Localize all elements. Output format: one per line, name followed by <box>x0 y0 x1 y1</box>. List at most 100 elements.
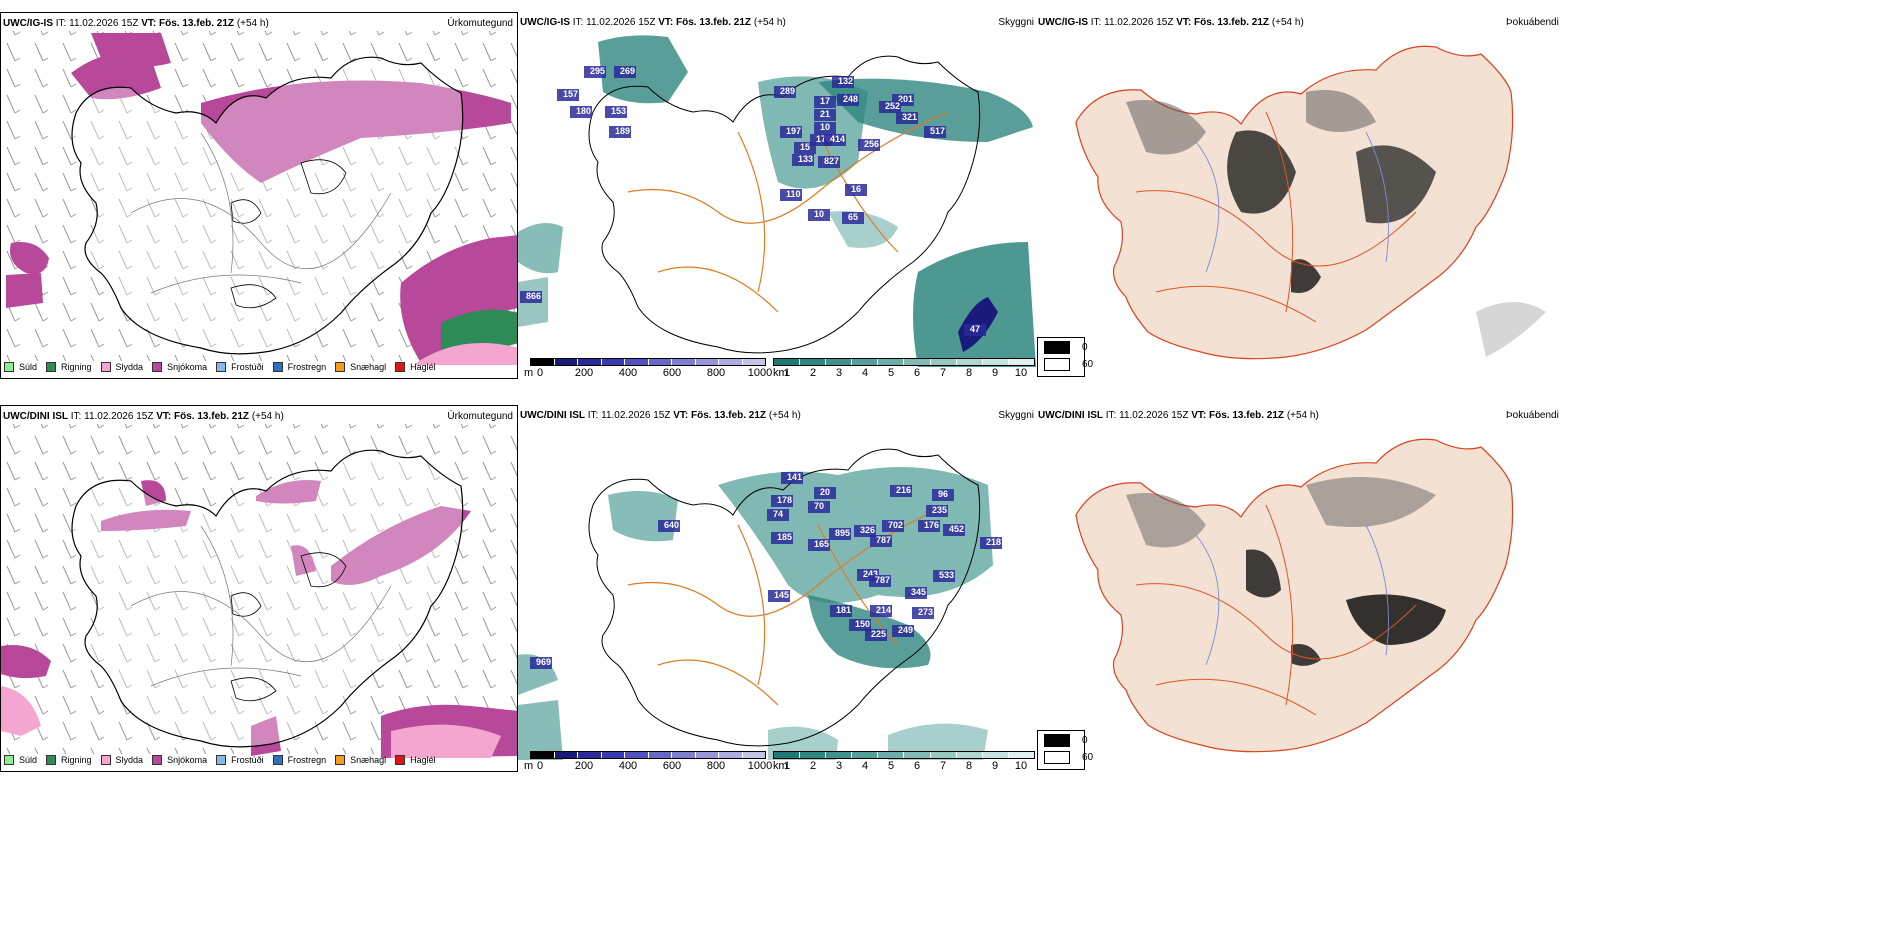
cloud-base-patch <box>912 607 934 619</box>
cloud-base-label: 70 <box>814 501 824 511</box>
cloud-base-patch <box>892 625 914 637</box>
colorbar-cell <box>719 359 743 365</box>
colorbar-cell <box>695 752 719 758</box>
cloud-base-label: 225 <box>871 629 886 639</box>
precip-type-panel-bottom: UWC/DINI ISL IT: 11.02.2026 15Z VT: Fös.… <box>0 405 518 772</box>
colorbar-cell <box>578 752 602 758</box>
colorbar-cell <box>982 752 1009 758</box>
colorbar-ramp <box>530 358 766 366</box>
snow-area <box>141 480 166 506</box>
legend-swatch <box>4 754 14 765</box>
legend-swatch <box>335 361 346 372</box>
cloud-base-label: 17 <box>820 96 830 106</box>
colorbar-cell <box>554 359 578 365</box>
iceland-land <box>1075 45 1514 360</box>
colorbar-cell <box>531 359 555 365</box>
cloud-base-patch <box>896 112 918 124</box>
colorbar-cell <box>554 752 578 758</box>
colorbar-tick: 400 <box>618 760 638 772</box>
colorbar-tick: 4 <box>861 367 869 379</box>
colorbar-cell <box>625 359 649 365</box>
iceland-outline <box>71 449 464 748</box>
fog-panel-bottom: UWC/DINI ISL IT: 11.02.2026 15Z VT: Fös.… <box>1036 405 1900 772</box>
colorbar-tick: 200 <box>574 367 594 379</box>
cloud-base-patch <box>918 520 940 532</box>
legend-item: Snjókoma <box>152 361 208 372</box>
cloud-base-label: 895 <box>835 528 850 538</box>
panel-variable: Skyggni <box>998 17 1034 28</box>
precip-type-panel-top: UWC/IG-IS IT: 11.02.2026 15Z VT: Fös. 13… <box>0 12 518 379</box>
fog-legend-row: 60 <box>1044 358 1093 371</box>
cloud-base-label: 110 <box>786 189 801 199</box>
snow-area <box>1 645 51 679</box>
cloud-base-patch <box>858 139 880 151</box>
fog-legend-label: 0 <box>1082 735 1088 746</box>
cloud-base-label: 74 <box>773 509 783 519</box>
legend-item: Snjókoma <box>152 754 207 765</box>
cloud-base-patch <box>829 528 851 540</box>
legend-swatch <box>152 754 163 765</box>
cloud-base-patch <box>557 89 579 101</box>
cloud-base-label: 96 <box>938 489 948 499</box>
colorbar-tick: 600 <box>662 367 682 379</box>
panel-title: UWC/IG-IS IT: 11.02.2026 15Z VT: Fös. 13… <box>1038 17 1304 28</box>
colorbar-tick: 0 <box>536 367 544 379</box>
colorbar-cell <box>956 752 983 758</box>
cloud-base-label: 249 <box>898 625 913 635</box>
legend-label: Slydda <box>115 361 144 372</box>
cloud-base-patch <box>780 126 802 138</box>
cloud-base-patch <box>842 212 864 224</box>
cloud-base-label: 201 <box>898 94 913 104</box>
colorbar-cell <box>578 359 602 365</box>
cloud-base-label: 214 <box>876 605 891 615</box>
sleet-area <box>416 343 517 365</box>
legend-swatch <box>46 754 57 765</box>
fog-legend-label: 60 <box>1082 359 1094 370</box>
colorbar-cell <box>852 359 879 365</box>
colorbar-tick: 1000 <box>747 367 773 379</box>
cloud-base-patch <box>818 156 840 168</box>
legend-label: Snjókoma <box>167 361 208 372</box>
snow-area <box>10 242 49 274</box>
colorbar-cell <box>625 752 649 758</box>
colorbar-cell <box>930 359 957 365</box>
iceland-land <box>1075 438 1514 753</box>
colorbar-tick: 600 <box>662 760 682 772</box>
colorbar-cell <box>695 359 719 365</box>
legend-swatch <box>100 361 111 372</box>
low-visibility-area <box>913 242 1036 367</box>
fog-legend-row: 0 <box>1044 734 1088 747</box>
panel-title: UWC/DINI ISL IT: 11.02.2026 15Z VT: Fös.… <box>3 411 284 422</box>
fog-area <box>1246 549 1281 598</box>
colorbar-tick: 3 <box>835 760 843 772</box>
colorbar-tick: 0 <box>536 760 544 772</box>
cloud-base-label: 640 <box>664 520 679 530</box>
fog-legend-swatch <box>1044 358 1070 371</box>
colorbar-tick: 800 <box>706 367 726 379</box>
legend-item: Frostregn <box>272 754 327 765</box>
colorbar-cell <box>1008 359 1034 365</box>
cloud-base-label: 132 <box>838 76 853 86</box>
colorbar-cell <box>800 752 827 758</box>
sleet-area <box>1 686 41 736</box>
legend-item: Súld <box>4 361 37 372</box>
colorbar-cell <box>852 752 879 758</box>
cloud-base-patch <box>808 209 830 221</box>
cloud-base-patch <box>605 106 627 118</box>
colorbar-cell <box>800 359 827 365</box>
cloud-base-patch <box>964 324 986 336</box>
legend-label: Frostregn <box>287 754 327 765</box>
cloud-base-patch <box>808 539 830 551</box>
roads <box>130 132 392 294</box>
legend-swatch <box>395 754 406 765</box>
legend-item: Frostúði <box>216 754 264 765</box>
cloud-base-patch <box>814 487 836 499</box>
rivers <box>1195 131 1389 273</box>
colorbar-cell <box>904 752 931 758</box>
cloud-base-label: 289 <box>780 86 795 96</box>
cloud-base-patch <box>832 76 854 88</box>
cloud-base-label: 273 <box>918 607 933 617</box>
cloud-base-patch <box>771 495 793 507</box>
cloud-base-patch <box>870 605 892 617</box>
snow-area <box>331 506 471 585</box>
